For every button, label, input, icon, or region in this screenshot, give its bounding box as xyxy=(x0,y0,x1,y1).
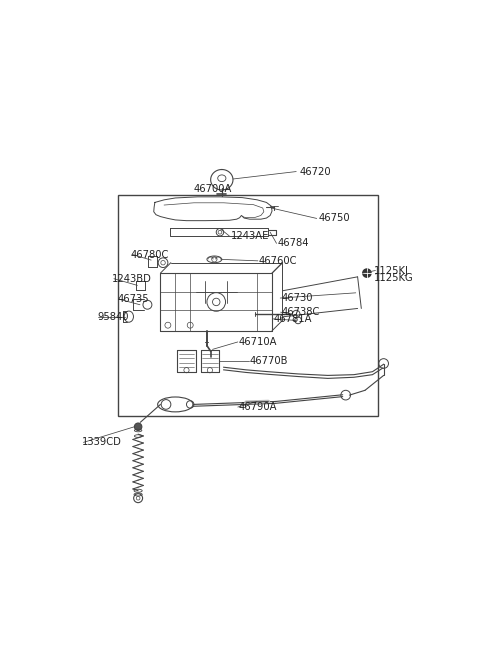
Text: 46780C: 46780C xyxy=(131,250,169,259)
Text: 46720: 46720 xyxy=(300,166,332,177)
Circle shape xyxy=(134,423,142,430)
Text: 1125KG: 1125KG xyxy=(374,273,414,283)
Bar xyxy=(118,195,378,417)
Text: 46770B: 46770B xyxy=(250,356,288,365)
Text: 1243BD: 1243BD xyxy=(112,274,152,284)
Text: 1339CD: 1339CD xyxy=(83,438,122,447)
Circle shape xyxy=(362,269,372,278)
Text: 46730: 46730 xyxy=(281,293,313,303)
Text: 46790A: 46790A xyxy=(239,402,277,412)
Text: 1243AE: 1243AE xyxy=(231,231,269,241)
Text: 46760C: 46760C xyxy=(259,256,298,266)
Text: 46700A: 46700A xyxy=(194,183,232,194)
Text: 46784: 46784 xyxy=(277,238,309,248)
Text: 95840: 95840 xyxy=(97,312,129,322)
Text: 46710A: 46710A xyxy=(239,337,277,347)
Text: 46750: 46750 xyxy=(319,214,350,223)
Text: 1125KJ: 1125KJ xyxy=(374,265,409,276)
Text: 46738C: 46738C xyxy=(281,307,320,317)
Text: 46781A: 46781A xyxy=(274,314,312,324)
Text: 46735: 46735 xyxy=(118,294,149,304)
